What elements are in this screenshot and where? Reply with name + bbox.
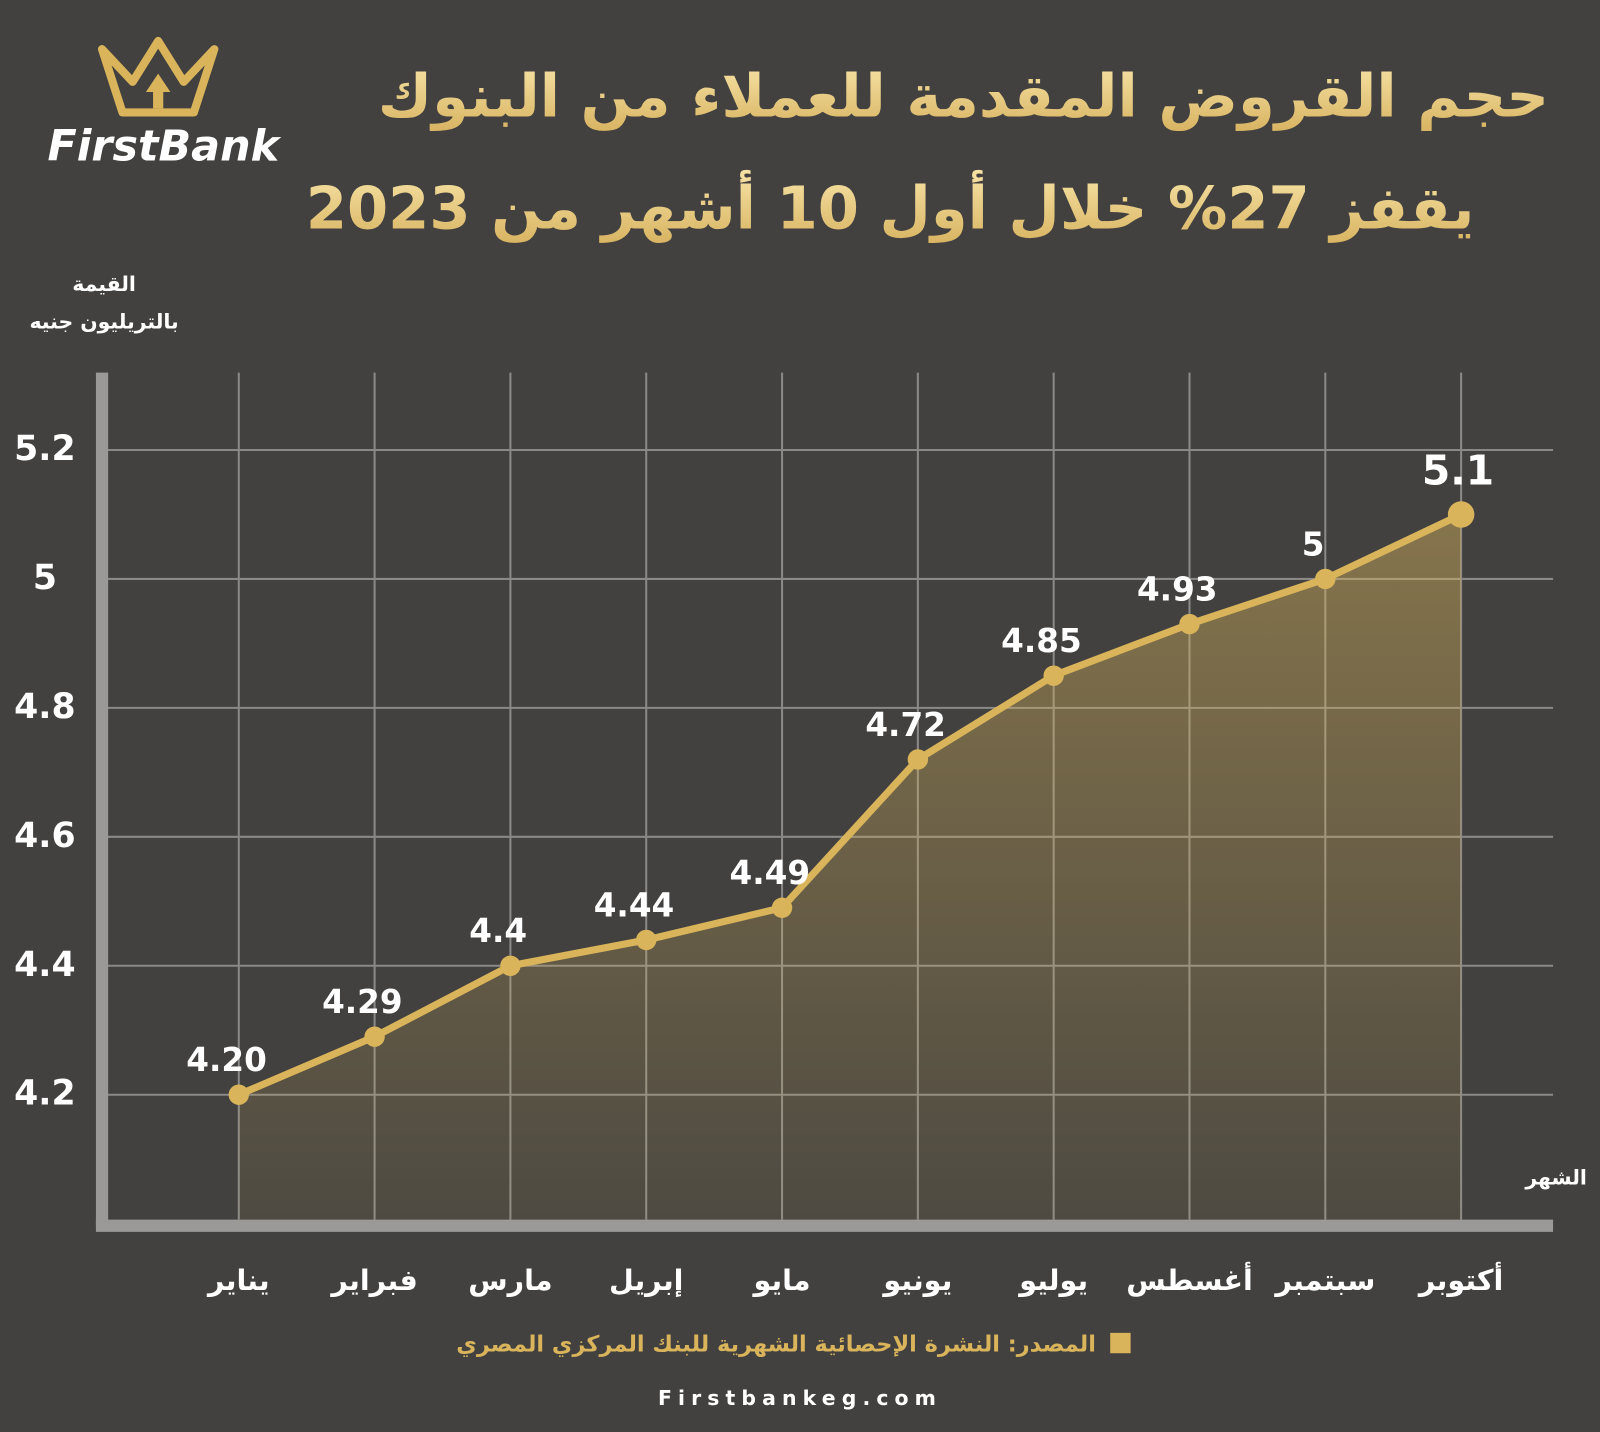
logo-crown (97, 36, 219, 117)
x-tick-label: مايو (752, 1263, 811, 1297)
y-tick-label: 4.8 (14, 687, 75, 727)
point (1315, 568, 1336, 590)
x-tick-label: فبراير (329, 1263, 417, 1297)
x-tick-label: يناير (206, 1263, 270, 1297)
x-tick-label: يونيو (881, 1263, 952, 1297)
y-tick-label: 5.2 (14, 429, 75, 469)
x-axis-label: الشهر (1524, 1166, 1587, 1190)
chart-title: حجم القروض المقدمة للعملاء من البنوك (378, 61, 1549, 131)
point (1179, 613, 1200, 635)
line (237, 511, 1463, 1098)
y-axis-label: القيمة (72, 272, 136, 296)
source-marker (1110, 1332, 1131, 1354)
value-label: 5.1 (1422, 447, 1494, 495)
value-label: 4.4 (469, 912, 527, 950)
point (636, 929, 657, 951)
value-label: 4.72 (865, 706, 946, 744)
point (771, 897, 793, 918)
value-label: 4.85 (1001, 622, 1082, 660)
y-tick-label: 4.4 (14, 945, 75, 985)
chart-title: يقفز 27% خلال أول 10 أشهر من 2023 (306, 170, 1475, 244)
x-tick-label: سبتمبر (1273, 1263, 1375, 1297)
x-tick-label: أكتوبر (1417, 1262, 1503, 1297)
y-axis-label: بالتريليون جنيه (29, 310, 178, 334)
value-label: 4.93 (1137, 570, 1218, 608)
x-tick-label: مارس (468, 1263, 552, 1297)
x-tick-label: يوليو (1017, 1263, 1088, 1297)
x-tick-label: أغسطس (1126, 1262, 1253, 1297)
logo-text: FirstBank (47, 122, 281, 172)
point (500, 955, 521, 976)
value-label: 4.20 (186, 1041, 267, 1079)
value-label: 4.49 (730, 854, 811, 892)
logo-arrow (145, 73, 171, 109)
point (1447, 501, 1475, 528)
website: Firstbankeg.com (658, 1386, 942, 1410)
value-label: 4.29 (322, 983, 403, 1021)
point (1043, 665, 1064, 686)
logo: FirstBank (47, 36, 282, 172)
value-label: 5 (1302, 525, 1325, 563)
value-label: 4.44 (594, 886, 675, 924)
y-tick-label: 4.2 (14, 1074, 75, 1114)
y-tick-label: 5 (33, 558, 57, 598)
source: المصدر: النشرة الإحصائية الشهرية للبنك ا… (456, 1332, 1096, 1358)
y-tick-label: 4.6 (14, 816, 75, 856)
x-tick-label: إبريل (609, 1263, 684, 1298)
area (238, 514, 1462, 1220)
point (364, 1026, 385, 1047)
point (228, 1084, 249, 1105)
point (907, 749, 929, 770)
